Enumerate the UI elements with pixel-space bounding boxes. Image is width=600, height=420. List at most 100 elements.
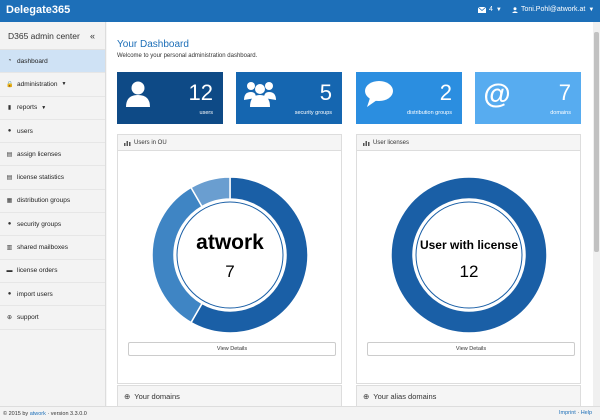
caret-down-icon: ▼	[61, 81, 67, 88]
sidebar-item-label: license statistics	[17, 174, 64, 182]
sidebar-item-reports[interactable]: ▮ reports ▼	[0, 97, 105, 120]
lock-icon: 🔒	[6, 81, 14, 88]
user-licenses-donut-chart: User with license 12	[390, 176, 548, 334]
import-icon: ●	[7, 291, 12, 298]
sidebar-item-license-orders[interactable]: ▬ license orders	[0, 260, 105, 283]
footer-version: · version 3.3.0.0	[47, 410, 87, 417]
globe-icon: ⊕	[124, 391, 131, 401]
sidebar-item-administration[interactable]: 🔒 administration ▼	[0, 73, 105, 97]
sidebar-item-label: reports	[17, 104, 38, 112]
stat-label: distribution groups	[407, 110, 452, 116]
bar-chart-icon	[124, 140, 131, 146]
sidebar-item-dashboard[interactable]: ◔ dashboard	[0, 50, 105, 74]
support-icon: ⊕	[6, 314, 13, 321]
stat-value: 7	[558, 80, 571, 105]
distribution-icon: ▦	[6, 198, 13, 205]
users-in-ou-panel: Users in OU atwork 7 View Details	[117, 134, 342, 384]
sidebar-item-label: security groups	[17, 220, 62, 228]
user-icon	[512, 6, 518, 13]
panel-header: Users in OU	[118, 135, 341, 151]
brand-logo[interactable]: Delegate365	[6, 4, 71, 16]
stat-value: 12	[188, 80, 213, 105]
sidebar-item-users[interactable]: ● users	[0, 120, 105, 144]
scrollbar-thumb[interactable]	[594, 32, 599, 252]
donut-center-label: User with license	[420, 238, 518, 252]
stat-tile-domains[interactable]: @ 7 domains	[475, 72, 581, 124]
panel-title: User licenses	[373, 139, 410, 146]
your-domains-panel[interactable]: ⊕ Your domains	[117, 385, 342, 407]
footer-separator: ·	[577, 410, 580, 416]
donut-slice[interactable]	[189, 176, 309, 334]
main-content: Your Dashboard Welcome to your personal …	[107, 22, 593, 407]
cart-icon: ▬	[6, 267, 13, 274]
top-bar: Delegate365 4 ▼ Toni.Pohl@atwork.at ▼	[0, 0, 600, 22]
footer: © 2015 by atwork · version 3.3.0.0 Impri…	[0, 406, 600, 420]
user-icon: ●	[7, 128, 12, 135]
stat-tile-users[interactable]: 12 users	[117, 72, 223, 124]
panel-title: Your alias domains	[373, 391, 437, 401]
donut-inner-ring	[415, 201, 523, 309]
user-menu[interactable]: Toni.Pohl@atwork.at ▼	[512, 6, 594, 13]
group-icon	[244, 82, 276, 107]
user-icon	[126, 81, 150, 107]
users-in-ou-donut-chart: atwork 7	[151, 176, 309, 334]
sidebar-title: D365 admin center	[8, 30, 80, 41]
sidebar-item-label: license orders	[17, 267, 58, 275]
sidebar: D365 admin center « ◔ dashboard 🔒 administr…	[0, 22, 106, 406]
view-details-button[interactable]: View Details	[367, 342, 575, 356]
user-name: Toni.Pohl@atwork.at	[521, 6, 586, 13]
stat-value: 5	[319, 80, 332, 105]
atwork-link[interactable]: atwork	[29, 410, 46, 417]
bar-chart-icon	[363, 140, 370, 146]
stat-label: users	[199, 110, 213, 116]
license-stats-icon: ▤	[6, 175, 13, 182]
user-licenses-panel: User licenses User with license 12 View D…	[356, 134, 581, 384]
group-icon: ●	[7, 221, 12, 228]
mail-menu[interactable]: 4 ▼	[478, 6, 502, 13]
mail-count: 4	[489, 6, 493, 13]
sidebar-item-label: support	[17, 313, 39, 321]
footer-copyright: © 2015 by	[3, 410, 29, 417]
help-link[interactable]: Help	[580, 410, 592, 416]
sidebar-item-label: users	[17, 127, 33, 135]
globe-icon: ⊕	[363, 391, 370, 401]
donut-slice[interactable]	[390, 176, 548, 334]
caret-down-icon: ▼	[495, 6, 502, 13]
vertical-scrollbar[interactable]	[593, 22, 600, 406]
sidebar-item-support[interactable]: ⊕ support	[0, 306, 105, 330]
envelope-icon	[478, 6, 486, 13]
view-details-button[interactable]: View Details	[128, 342, 336, 356]
sidebar-item-security-groups[interactable]: ● security groups	[0, 213, 105, 237]
sidebar-item-label: distribution groups	[17, 197, 71, 205]
sidebar-item-distribution-groups[interactable]: ▦ distribution groups	[0, 190, 105, 214]
donut-center-value: 12	[460, 262, 479, 281]
donut-inner-ring	[176, 201, 284, 309]
your-alias-domains-panel[interactable]: ⊕ Your alias domains	[356, 385, 581, 407]
caret-down-icon: ▼	[588, 6, 595, 13]
sidebar-item-license-statistics[interactable]: ▤ license statistics	[0, 166, 105, 190]
stat-tile-distribution-groups[interactable]: 2 distribution groups	[356, 72, 462, 124]
stat-tile-security-groups[interactable]: 5 security groups	[236, 72, 342, 124]
page-title: Your Dashboard	[117, 39, 189, 50]
sidebar-item-shared-mailboxes[interactable]: ▥ shared mailboxes	[0, 236, 105, 260]
panel-header: User licenses	[357, 135, 580, 151]
at-icon: @	[483, 80, 510, 108]
caret-down-icon: ▼	[41, 104, 47, 111]
sidebar-item-label: import users	[17, 290, 53, 298]
sidebar-header: D365 admin center «	[0, 22, 105, 50]
sidebar-item-import-users[interactable]: ● import users	[0, 283, 105, 307]
donut-center-label: atwork	[196, 231, 264, 254]
collapse-sidebar-button[interactable]: «	[89, 30, 95, 41]
page-subtitle: Welcome to your personal administration …	[117, 53, 258, 59]
chat-bubble-icon	[365, 81, 393, 107]
sidebar-item-label: shared mailboxes	[17, 244, 68, 252]
donut-slice[interactable]	[189, 176, 231, 208]
sidebar-item-label: assign licenses	[17, 150, 62, 158]
imprint-link[interactable]: Imprint	[558, 410, 576, 416]
sidebar-item-assign-licenses[interactable]: ▤ assign licenses	[0, 143, 105, 167]
dashboard-icon: ◔	[7, 58, 12, 65]
bar-chart-icon: ▮	[7, 105, 12, 112]
footer-links: Imprint · Help	[559, 410, 592, 416]
svg-text:@: @	[483, 80, 510, 108]
mailbox-icon: ▥	[6, 245, 13, 252]
